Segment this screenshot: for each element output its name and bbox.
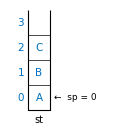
Text: st: st: [35, 115, 44, 125]
Text: B: B: [36, 68, 43, 78]
Text: 0: 0: [17, 93, 24, 103]
Text: 3: 3: [17, 18, 24, 28]
Text: 1: 1: [17, 68, 24, 78]
Text: A: A: [36, 93, 43, 103]
Text: 2: 2: [17, 43, 24, 53]
Text: ←  sp = 0: ← sp = 0: [54, 93, 97, 102]
Text: C: C: [35, 43, 43, 53]
